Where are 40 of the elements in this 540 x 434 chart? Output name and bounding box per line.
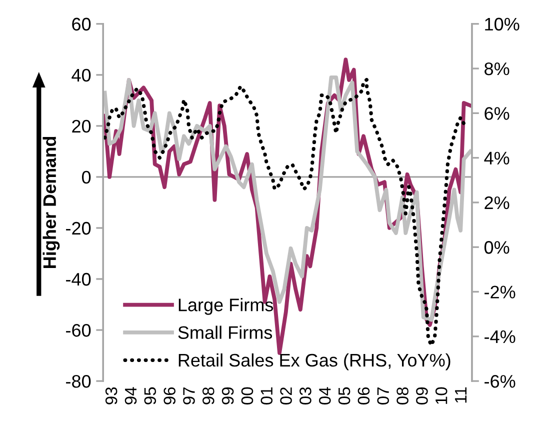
y2-tick-label: 4% [484,152,510,164]
x-tick-label: 07 [377,387,389,404]
y-tick-label: -80 [66,374,91,388]
x-tick-label: 98 [202,387,214,404]
y-tick-label: -20 [66,222,91,235]
y2-tick-label: -6% [484,374,516,388]
legend-label: Retail Sales Ex Gas (RHS, YoY%) [178,353,450,370]
y2-tick-label: -2% [484,286,516,298]
x-tick-label: 08 [396,387,408,404]
x-tick-label: 99 [222,387,234,404]
x-tick-label: 96 [164,387,176,404]
y-tick-label: 60 [72,18,91,31]
y2-tick-label: 2% [484,196,510,210]
x-tick-label: 06 [358,387,370,404]
x-tick-label: 93 [105,387,118,404]
y-tick-label: 0 [82,170,91,184]
x-tick-label: 09 [416,387,428,404]
y2-tick-label: 6% [484,107,510,120]
x-tick-label: 05 [338,387,350,404]
y2-tick-label: 8% [484,62,510,76]
x-tick-label: 02 [280,387,292,404]
x-tick-label: 95 [144,387,156,404]
x-tick-label: 00 [241,387,254,404]
x-tick-label: 10 [435,387,448,404]
x-tick-label: 04 [318,387,331,404]
x-tick-label: 97 [183,387,195,404]
y2-tick-label: 10% [485,18,520,31]
x-tick-label: 11 [455,387,466,403]
y-tick-label: -60 [66,324,91,337]
y2-tick-label: -4% [484,330,516,344]
x-tick-label: 01 [260,387,273,404]
legend-label: Small Firms [178,326,272,339]
legend-label: Large Firms [178,298,274,315]
y-tick-label: -40 [66,272,91,286]
y-tick-label: 20 [72,120,91,133]
y-axis-title: Higher Demand [42,136,60,268]
x-tick-label: 03 [300,387,312,404]
x-tick-label: 94 [124,387,137,404]
y-tick-label: 40 [72,68,91,82]
y2-tick-label: 0% [484,241,510,254]
